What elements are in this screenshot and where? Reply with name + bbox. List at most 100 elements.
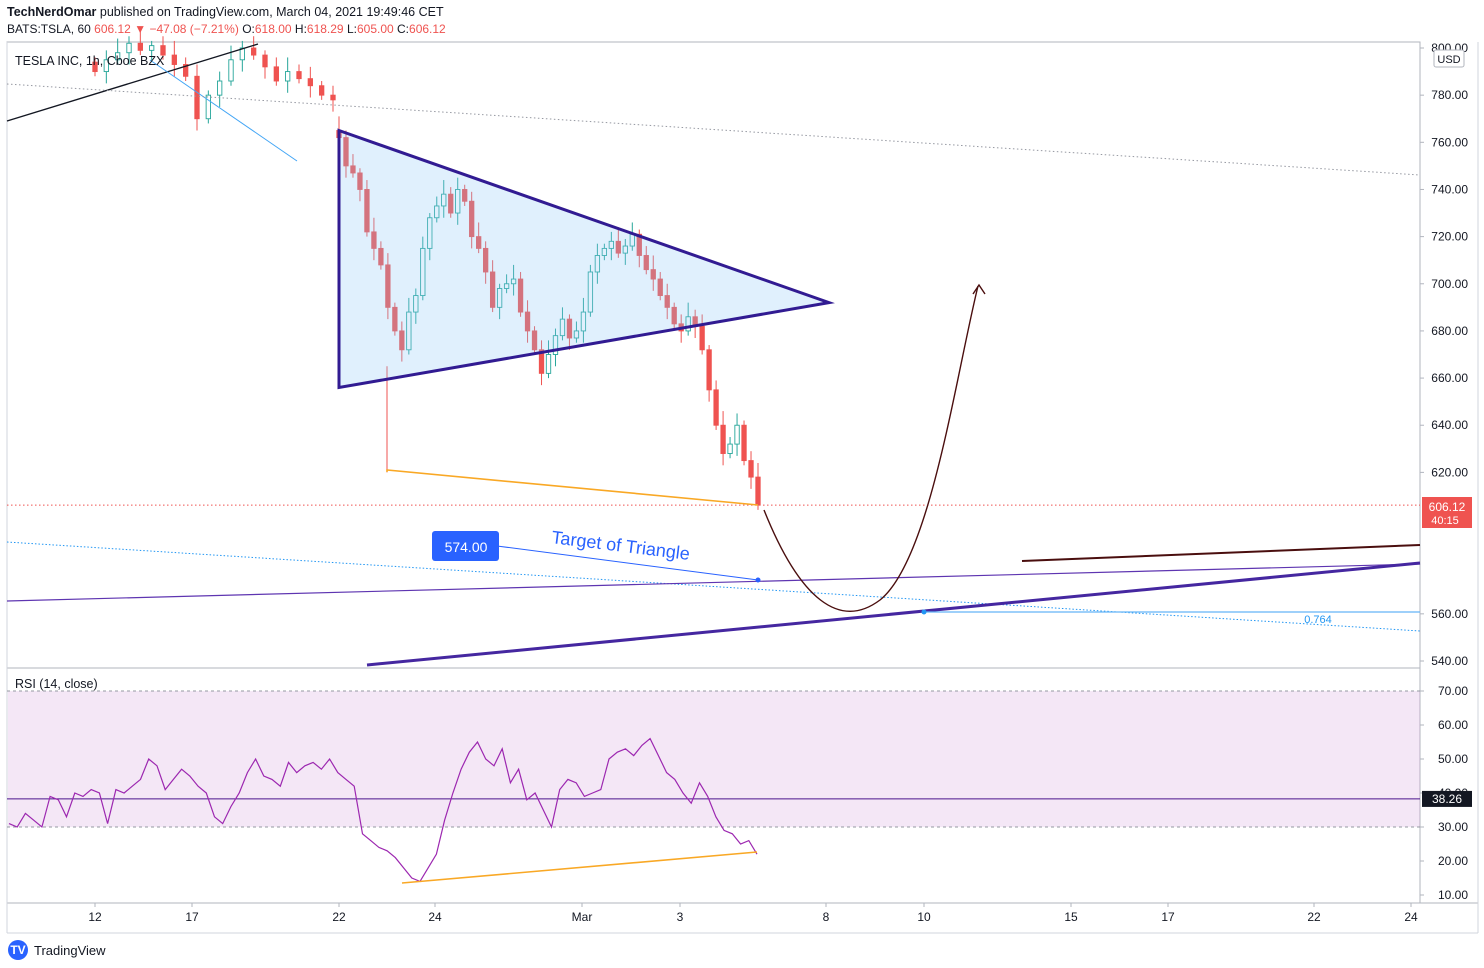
candle-body — [319, 85, 325, 96]
candle-body — [524, 311, 531, 332]
candle — [441, 180, 447, 218]
candle — [330, 85, 336, 112]
rsi-current-badge: 38.26 — [1422, 790, 1472, 807]
candle-body — [115, 52, 121, 61]
candle-body — [273, 66, 279, 82]
candle-body — [650, 269, 656, 280]
candle — [406, 297, 412, 355]
candle — [251, 36, 257, 60]
price-tick-label: 720.00 — [1431, 230, 1468, 244]
candle-body — [103, 59, 109, 73]
price-tick-label: 780.00 — [1431, 88, 1468, 102]
candle-body — [126, 42, 132, 54]
candle-body — [734, 424, 740, 445]
candle-body — [469, 200, 475, 238]
candle — [296, 64, 302, 84]
price-tick-label: 680.00 — [1431, 324, 1468, 338]
candle-body — [183, 64, 189, 77]
candle-body — [657, 278, 663, 297]
candle-body — [489, 271, 496, 308]
publisher-line: TechNerdOmar published on TradingView.co… — [7, 5, 444, 19]
candle — [748, 451, 754, 489]
time-tick-label: 24 — [428, 910, 442, 924]
rsi-tick-label: 60.00 — [1438, 718, 1468, 732]
candle-body — [699, 325, 705, 351]
candle-body — [149, 45, 155, 51]
candle-body — [671, 306, 677, 325]
candles — [92, 31, 761, 510]
candle-body — [262, 54, 268, 68]
axes: 800.00780.00760.00740.00720.00700.00680.… — [15, 41, 1472, 924]
candle — [538, 340, 545, 386]
candle-body — [392, 306, 398, 332]
price-tick-label: 700.00 — [1431, 277, 1468, 291]
candle — [378, 241, 384, 270]
footer: TV TradingView — [8, 940, 106, 960]
candle — [455, 177, 461, 225]
close-value: 606.12 — [409, 22, 446, 36]
candle — [448, 187, 454, 218]
fib-label: 0.764 — [1304, 614, 1332, 626]
legend-title: TESLA INC, 1h, Cboe BZX — [15, 54, 165, 68]
candle — [285, 57, 291, 93]
time-tick-label: 24 — [1404, 910, 1418, 924]
candle — [92, 57, 98, 77]
candle — [734, 413, 740, 456]
candle-body — [531, 330, 538, 351]
candle-body — [706, 349, 712, 391]
candle-body — [330, 94, 336, 101]
footer-brand[interactable]: TradingView — [34, 942, 106, 958]
publisher-name[interactable]: TechNerdOmar — [7, 5, 97, 19]
candle-body — [357, 172, 363, 190]
candle-body — [194, 75, 200, 120]
candle-body — [420, 247, 426, 297]
candle — [524, 300, 531, 343]
trend-line-blue — [149, 59, 298, 162]
candle — [664, 283, 670, 320]
support-line-thin — [6, 563, 1421, 602]
target-leader-line — [496, 545, 759, 581]
candle — [580, 297, 587, 343]
candle — [706, 345, 712, 402]
tradingview-logo-icon[interactable]: TV — [8, 940, 28, 960]
candle-body — [406, 311, 412, 351]
time-tick-label: 12 — [88, 910, 102, 924]
candle-body — [720, 424, 726, 454]
candle — [685, 302, 691, 336]
candle — [713, 380, 719, 430]
candle-body — [748, 460, 754, 478]
rsi-tick-label: 30.00 — [1438, 820, 1468, 834]
candle — [657, 271, 663, 301]
candle — [720, 411, 726, 466]
candle-body — [545, 354, 552, 374]
divergence-line-rsi — [401, 851, 758, 884]
time-tick-label: 22 — [332, 910, 346, 924]
rsi-current-badge-text: 38.26 — [1432, 792, 1462, 806]
candle — [566, 314, 573, 350]
candle — [115, 38, 121, 65]
candle-body — [378, 247, 384, 266]
candle — [171, 40, 177, 77]
resistance-line-short — [1021, 544, 1421, 562]
candle — [503, 274, 510, 294]
candle-body — [483, 247, 489, 273]
time-tick-label: 17 — [185, 910, 199, 924]
candle — [469, 191, 475, 249]
candle-body — [413, 295, 419, 313]
last-price-badge-text: 606.12 — [1429, 500, 1466, 514]
candle — [510, 264, 517, 296]
price-tick-label: 620.00 — [1431, 465, 1468, 479]
candle-body — [559, 318, 566, 337]
candle-body — [448, 193, 454, 214]
candle — [517, 271, 524, 317]
currency-text: USD — [1437, 54, 1460, 66]
candle-body — [587, 271, 594, 313]
candle-body — [228, 59, 234, 82]
rsi-band — [8, 691, 1420, 827]
candle-body — [251, 47, 257, 56]
target-badge-text: 574.00 — [445, 539, 488, 555]
fib-anchor-point — [921, 609, 927, 615]
candle — [559, 307, 566, 341]
